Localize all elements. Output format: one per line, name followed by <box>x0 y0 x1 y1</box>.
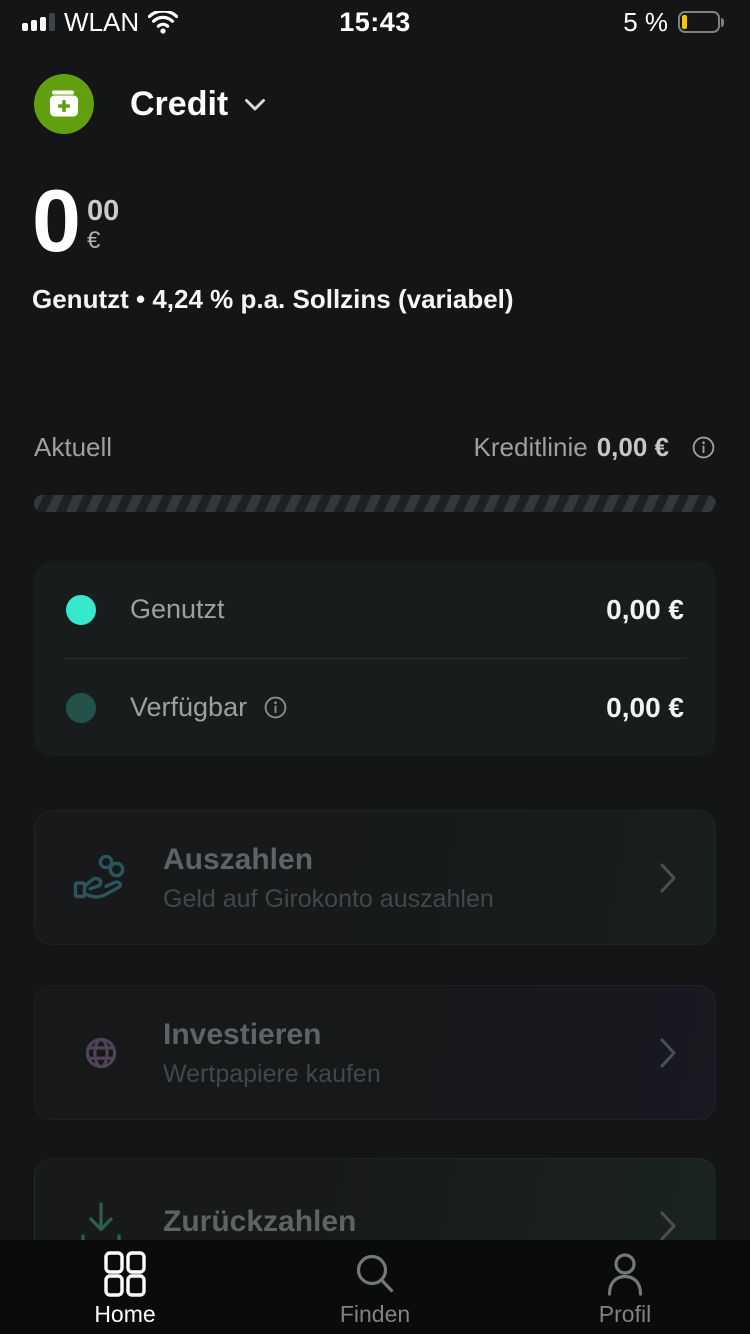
tab-finden[interactable]: Finden <box>250 1240 500 1334</box>
available-dot <box>66 692 96 723</box>
used-dot <box>66 594 96 625</box>
tab-bar: Home Finden Profil <box>0 1240 750 1334</box>
available-info-icon[interactable] <box>263 695 288 720</box>
clock: 15:43 <box>339 6 411 37</box>
hand-coins-icon <box>69 846 133 910</box>
status-right: 5 % <box>623 7 724 38</box>
action-card-investieren[interactable]: Investieren Wertpapiere kaufen <box>34 985 716 1120</box>
network-name: WLAN <box>64 6 140 37</box>
divider <box>64 658 686 659</box>
used-label: Genutzt <box>130 594 225 624</box>
interest-rate-line: Genutzt • 4,24 % p.a. Sollzins (variabel… <box>32 284 514 314</box>
available-value: 0,00 € <box>606 691 684 723</box>
credit-line-info-icon[interactable] <box>691 435 716 460</box>
credit-line-value: 0,00 € <box>596 431 669 462</box>
grid-icon <box>103 1250 147 1298</box>
battery-icon <box>678 11 724 33</box>
balance-currency: € <box>86 227 101 254</box>
used-value: 0,00 € <box>606 593 684 625</box>
balance-decimals: 00 <box>86 195 120 227</box>
battery-percent: 5 % <box>623 6 668 37</box>
globe-icon <box>69 1021 133 1085</box>
credit-line-label: Kreditlinie <box>473 431 588 462</box>
tab-home[interactable]: Home <box>0 1240 250 1334</box>
tab-home-label: Home <box>94 1301 156 1327</box>
action-subtitle: Wertpapiere kaufen <box>163 1059 381 1088</box>
action-subtitle: Geld auf Girokonto auszahlen <box>163 884 494 913</box>
credit-balance: 0 00 € <box>32 171 120 270</box>
tab-finden-label: Finden <box>339 1301 411 1327</box>
page-title[interactable]: Credit <box>130 84 229 123</box>
cellular-signal-icon <box>22 13 55 31</box>
status-left: WLAN <box>22 6 179 38</box>
action-card-auszahlen[interactable]: Auszahlen Geld auf Girokonto auszahlen <box>34 810 716 945</box>
search-icon <box>353 1250 397 1298</box>
action-title: Zurückzahlen <box>163 1205 357 1238</box>
tab-profil-label: Profil <box>598 1301 652 1327</box>
person-icon <box>603 1250 647 1298</box>
credit-usage-progress-bar <box>34 495 716 512</box>
chevron-right-icon <box>659 862 677 894</box>
wifi-icon <box>148 10 179 34</box>
status-bar: WLAN 15:43 5 % <box>0 0 750 44</box>
wallet-plus-icon <box>46 86 82 122</box>
chevron-right-icon <box>659 1037 677 1069</box>
action-title: Investieren <box>163 1017 322 1051</box>
balance-whole: 0 <box>32 171 81 270</box>
tab-profil[interactable]: Profil <box>500 1240 750 1334</box>
action-title: Auszahlen <box>163 842 314 876</box>
current-label: Aktuell <box>34 431 113 462</box>
chevron-down-icon <box>244 98 266 117</box>
credit-line-row: Aktuell Kreditlinie 0,00 € <box>34 432 716 462</box>
legend-row-used: Genutzt 0,00 € <box>34 561 716 658</box>
battery-fill <box>682 15 687 29</box>
legend-row-available: Verfügbar 0,00 € <box>34 659 716 756</box>
chevron-right-icon <box>659 1210 677 1242</box>
available-label: Verfügbar <box>130 692 248 722</box>
credit-account-avatar[interactable] <box>34 74 94 134</box>
usage-legend-card: Genutzt 0,00 € Verfügbar 0,00 € <box>34 561 716 756</box>
account-switcher[interactable]: Credit <box>34 74 266 134</box>
